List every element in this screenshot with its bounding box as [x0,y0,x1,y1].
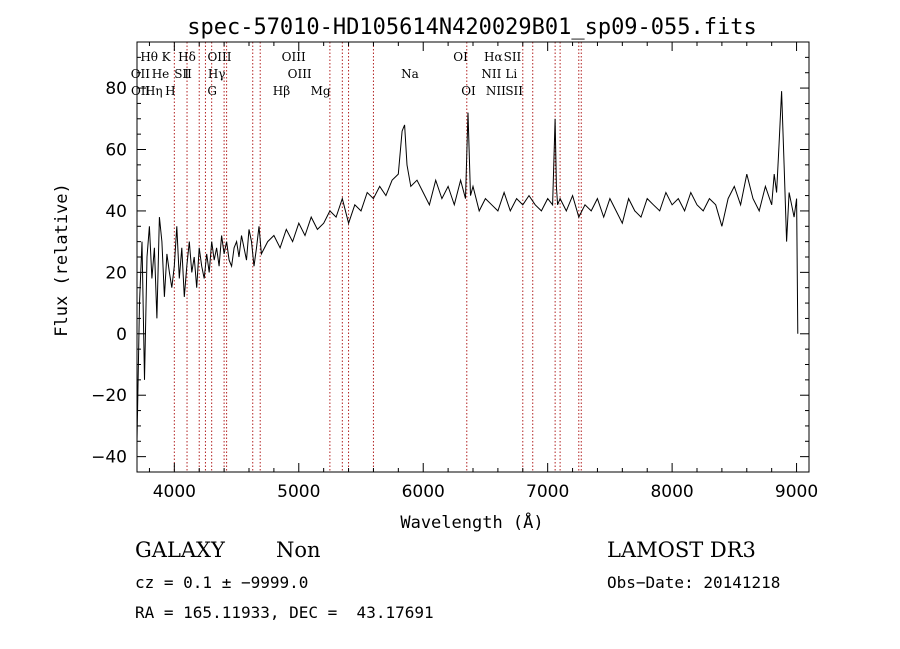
line-label-12: G [207,84,217,98]
y-tick-label-3: 20 [105,263,127,283]
line-label-13: OIII [282,50,306,64]
line-label-1: OII [131,67,151,81]
x-tick-label-3: 7000 [526,482,569,502]
line-label-2: OII [131,84,151,98]
ra-dec: RA = 165.11933, DEC = 43.17691 [135,603,434,622]
x-axis-label: Wavelength (Å) [400,511,543,533]
line-label-7: I [184,67,189,81]
y-tick-label-2: 0 [116,325,127,345]
line-label-20: Hα [484,50,503,64]
object-class: GALAXY [135,538,225,562]
x-axis-ticks: 4000 5000 6000 7000 8000 9000 [148,42,818,502]
y-axis-ticks: −40 −20 0 20 40 60 80 [91,56,809,468]
survey-name: LAMOST DR3 [607,538,756,562]
line-label-0: Hθ [140,50,158,64]
line-label-8: SII [174,67,192,81]
line-label-9: H [165,84,175,98]
y-tick-label-5: 60 [105,141,127,161]
line-label-19: OI [461,84,476,98]
line-label-6: Hδ [178,50,196,64]
line-label-18: OI [453,50,468,64]
line-label-22: NII [481,67,501,81]
chart-title: spec-57010-HD105614N420029B01_sp09-055.f… [187,15,757,40]
x-tick-label-5: 9000 [775,482,818,502]
plot-frame [136,41,810,473]
redshift-text: cz = 0.1 ± −9999.0 [135,573,309,592]
spectrum-line [136,91,799,442]
line-label-10: OIII [207,50,231,64]
x-tick-label-0: 4000 [153,482,196,502]
y-tick-label-4: 40 [105,202,127,222]
line-label-4: He [152,67,170,81]
line-label-24: NII [486,84,506,98]
line-label-16: Mg [311,84,331,98]
x-tick-label-2: 6000 [402,482,445,502]
line-label-15: Hβ [273,84,290,98]
line-label-25: SII [505,84,523,98]
y-tick-label-1: −20 [91,386,127,406]
object-subclass: Non [276,538,321,562]
line-label-17: Na [401,67,419,81]
line-label-5: Hη [145,84,163,98]
line-markers [173,42,582,472]
y-tick-label-6: 80 [105,79,127,99]
x-tick-label-1: 5000 [277,482,320,502]
line-label-23: Li [505,67,517,81]
line-label-11: Hγ [208,67,226,81]
line-label-21: SII [504,50,522,64]
y-axis-label: Flux (relative) [52,183,72,337]
x-tick-label-4: 8000 [650,482,693,502]
y-tick-label-0: −40 [91,448,127,468]
line-label-14: OIII [288,67,312,81]
line-label-3: K [162,50,172,64]
obs-date: Obs−Date: 20141218 [607,573,781,592]
